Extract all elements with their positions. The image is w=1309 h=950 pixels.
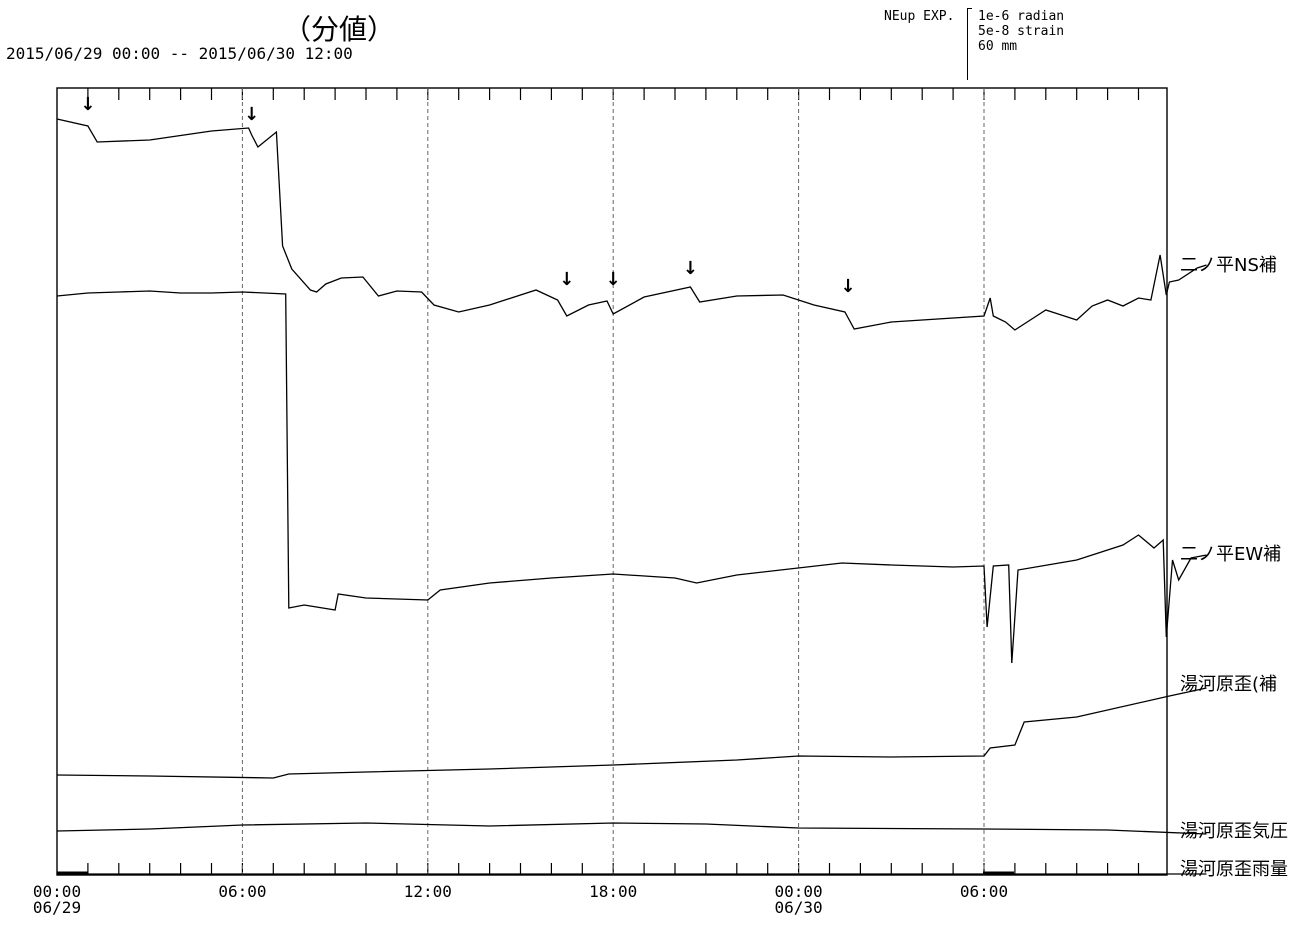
series-label: 湯河原歪雨量 <box>1180 859 1288 880</box>
event-arrow: ↓ <box>559 269 574 290</box>
series-line <box>56 118 1207 331</box>
scale-bar <box>967 8 968 80</box>
scale-bar-cap <box>967 8 972 9</box>
plot-frame <box>56 87 1168 876</box>
event-arrow: ↓ <box>683 258 698 279</box>
series-label: 二ノ平EW補 <box>1180 544 1281 565</box>
series-label: 湯河原歪気圧 <box>1180 821 1288 842</box>
series-line <box>56 822 1207 835</box>
event-arrow: ↓ <box>80 94 95 115</box>
chart-title: （分値） <box>283 13 396 46</box>
x-tick-date: 06/30 <box>775 898 823 917</box>
x-tick-label: 00:00 <box>33 882 81 901</box>
x-tick-label: 06:00 <box>960 882 1008 901</box>
event-arrow: ↓ <box>840 276 855 297</box>
date-range: 2015/06/29 00:00 -- 2015/06/30 12:00 <box>6 44 353 63</box>
series-line <box>56 290 1207 664</box>
x-tick-label: 06:00 <box>218 882 266 901</box>
scale-strain: 5e-8 strain <box>978 24 1065 39</box>
event-arrow: ↓ <box>244 104 259 125</box>
scale-radian: 1e-6 radian <box>978 9 1065 24</box>
x-tick-date: 06/29 <box>33 898 81 917</box>
series-label: 二ノ平NS補 <box>1180 255 1277 276</box>
x-tick-label: 18:00 <box>589 882 637 901</box>
scale-header: NEup EXP. <box>884 9 955 24</box>
series-label: 湯河原歪(補 <box>1180 674 1277 695</box>
series-line <box>56 687 1207 779</box>
scale-mm: 60 mm <box>978 39 1018 54</box>
event-arrow: ↓ <box>606 269 621 290</box>
x-tick-label: 12:00 <box>404 882 452 901</box>
x-tick-label: 00:00 <box>775 882 823 901</box>
scale-legend: 1e-6 radian 5e-8 strain 60 mm <box>978 9 1064 54</box>
